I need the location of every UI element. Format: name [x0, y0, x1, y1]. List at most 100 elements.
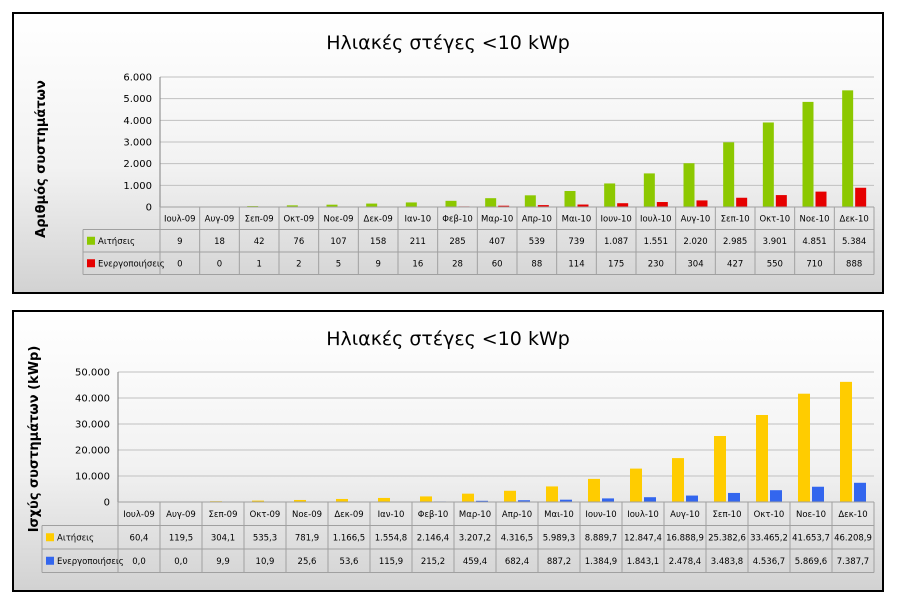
data-label: 1.166,5	[333, 533, 365, 543]
data-label: 119,5	[169, 533, 193, 543]
bar-requests	[445, 200, 457, 207]
bar-requests	[504, 490, 516, 502]
y-tick-label: 50.000	[75, 368, 110, 379]
data-label: 42	[254, 237, 265, 247]
y-tick-label: 3.000	[123, 138, 152, 149]
x-tick-label: Δεκ-09	[334, 510, 363, 520]
data-label: 427	[727, 259, 743, 269]
data-label: 0,0	[174, 557, 188, 567]
bar-activations	[855, 187, 867, 207]
data-label: 5.384	[842, 237, 866, 247]
data-label: 18	[214, 237, 225, 247]
bar-requests	[714, 436, 726, 502]
x-tick-label: Αυγ-09	[205, 214, 235, 224]
data-label: 2	[296, 259, 301, 269]
data-label: 539	[529, 237, 545, 247]
x-tick-label: Ιουλ-10	[627, 510, 659, 520]
data-label: 9	[177, 237, 182, 247]
data-label: 2.985	[723, 237, 747, 247]
data-label: 781,9	[295, 533, 319, 543]
data-label: 60	[492, 259, 503, 269]
data-label: 887,2	[547, 557, 571, 567]
data-label: 53,6	[340, 557, 359, 567]
data-label: 1.843,1	[627, 557, 659, 567]
data-label: 230	[648, 259, 664, 269]
data-label: 9	[375, 259, 380, 269]
data-label: 550	[767, 259, 783, 269]
bar-requests	[462, 493, 474, 502]
data-label: 1	[256, 259, 261, 269]
data-label: 88	[531, 259, 542, 269]
x-tick-label: Οκτ-09	[283, 214, 314, 224]
chart-count-svg: Ηλιακές στέγες <10 kWp Αριθμός συστημάτω…	[34, 32, 875, 275]
data-label: 304,1	[211, 533, 235, 543]
data-label: 1.384,9	[585, 557, 617, 567]
data-label: 25.382,6	[708, 533, 746, 543]
data-label: 1.551	[644, 237, 668, 247]
bar-requests	[683, 163, 695, 207]
data-label: 2.146,4	[417, 533, 449, 543]
data-label: 2.478,4	[669, 557, 701, 567]
y-tick-label: 6.000	[123, 73, 152, 84]
legend-label: Αιτήσεις	[98, 237, 135, 247]
bar-activations	[656, 202, 668, 207]
legend-swatch	[87, 259, 95, 268]
bar-requests	[588, 478, 600, 502]
bar-requests	[643, 173, 655, 207]
data-label: 215,2	[421, 557, 445, 567]
data-label: 60,4	[130, 533, 149, 543]
y-tick-label: 4.000	[123, 116, 152, 127]
data-label: 5.869,6	[795, 557, 827, 567]
bar-activations	[498, 205, 510, 207]
bar-requests	[378, 497, 390, 502]
data-label: 1.554,8	[375, 533, 407, 543]
data-label: 0	[217, 259, 222, 269]
x-tick-label: Δεκ-09	[364, 214, 393, 224]
bar-activations	[815, 191, 827, 207]
bar-activations	[854, 482, 866, 502]
data-label: 0,0	[132, 557, 146, 567]
data-label: 5	[336, 259, 341, 269]
chart-title: Ηλιακές στέγες <10 kWp	[326, 32, 570, 54]
data-label: 46.208,9	[834, 533, 872, 543]
bar-activations	[728, 492, 740, 502]
bar-requests	[420, 496, 432, 502]
data-label: 4.316,5	[501, 533, 533, 543]
y-axis-label: Ισχύς συστημάτων (kWp)	[27, 346, 42, 533]
data-label: 3.207,2	[459, 533, 491, 543]
data-label: 12.847,4	[624, 533, 662, 543]
x-tick-label: Αυγ-10	[681, 214, 711, 224]
y-tick-label: 0	[146, 203, 152, 214]
x-tick-label: Δεκ-10	[840, 214, 869, 224]
x-tick-label: Νοε-09	[292, 510, 322, 520]
y-tick-label: 40.000	[75, 394, 110, 405]
bar-requests	[723, 142, 735, 207]
legend-label: Αιτήσεις	[57, 533, 94, 543]
bar-activations	[696, 200, 708, 207]
x-tick-label: Ιαν-10	[378, 510, 405, 520]
x-tick-label: Ιουλ-09	[164, 214, 196, 224]
x-tick-label: Νοε-10	[799, 214, 829, 224]
legend-label: Ενεργοποιήσεις	[98, 259, 165, 269]
data-label: 4.851	[802, 237, 826, 247]
y-tick-label: 30.000	[75, 420, 110, 431]
bar-requests	[485, 198, 497, 207]
bar-activations	[736, 197, 748, 207]
data-label: 107	[330, 237, 346, 247]
bar-requests	[564, 190, 576, 207]
bar-requests	[546, 486, 558, 502]
legend-swatch	[87, 236, 95, 245]
y-tick-label: 10.000	[75, 472, 110, 483]
chart-panel-count: Ηλιακές στέγες <10 kWp Αριθμός συστημάτω…	[12, 12, 884, 294]
bar-activations	[560, 499, 572, 502]
bar-requests	[336, 498, 348, 502]
data-label: 16	[412, 259, 423, 269]
x-tick-label: Σεπ-10	[721, 214, 750, 224]
data-label: 1.087	[604, 237, 628, 247]
data-label: 739	[568, 237, 584, 247]
y-tick-label: 20.000	[75, 446, 110, 457]
x-tick-label: Ιουλ-09	[123, 510, 155, 520]
x-tick-label: Μαρ-10	[481, 214, 513, 224]
y-tick-label: 1.000	[123, 181, 152, 192]
data-label: 0	[177, 259, 182, 269]
